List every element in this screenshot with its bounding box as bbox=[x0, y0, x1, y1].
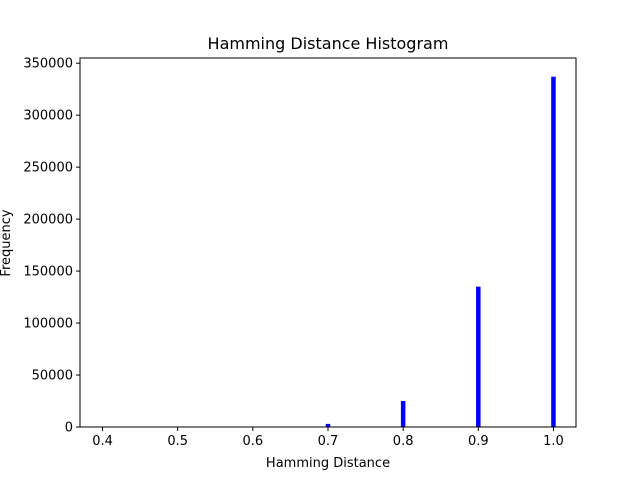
histogram-bar-2 bbox=[476, 286, 481, 427]
y-axis-label: Frequency bbox=[0, 209, 14, 276]
histogram-bar-0 bbox=[325, 423, 331, 427]
chart-title: Hamming Distance Histogram bbox=[208, 34, 449, 53]
y-tick-label-2: 100000 bbox=[23, 317, 73, 332]
x-tick-label-4: 0.8 bbox=[393, 434, 414, 449]
y-tick-label-1: 50000 bbox=[32, 369, 73, 384]
x-tick-label-5: 0.9 bbox=[468, 434, 489, 449]
x-tick-label-1: 0.5 bbox=[167, 434, 188, 449]
y-axis: 0 50000 100000 150000 200000 250000 300000 3500… bbox=[23, 57, 80, 436]
x-tick-label-0: 0.4 bbox=[92, 434, 113, 449]
y-tick-label-5: 250000 bbox=[23, 161, 73, 176]
y-tick-label-3: 150000 bbox=[23, 265, 73, 280]
y-tick-label-6: 300000 bbox=[23, 109, 73, 124]
x-tick-label-2: 0.6 bbox=[243, 434, 264, 449]
y-tick-label-4: 200000 bbox=[23, 213, 73, 228]
x-tick-label-6: 1.0 bbox=[543, 434, 564, 449]
histogram-bar-3 bbox=[551, 76, 556, 427]
y-tick-label-0: 0 bbox=[65, 421, 73, 436]
y-tick-label-7: 350000 bbox=[23, 57, 73, 72]
plot-frame bbox=[79, 57, 577, 428]
x-axis-label: Hamming Distance bbox=[266, 456, 390, 471]
bars-layer bbox=[325, 76, 556, 427]
x-axis: 0.4 0.5 0.6 0.7 0.8 0.9 1.0 bbox=[92, 427, 564, 449]
histogram-bar-1 bbox=[400, 401, 406, 427]
x-tick-label-3: 0.7 bbox=[318, 434, 339, 449]
